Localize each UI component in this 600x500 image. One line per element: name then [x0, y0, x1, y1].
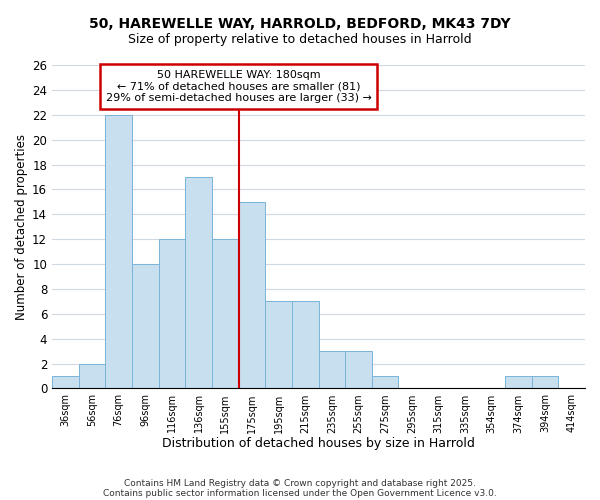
Bar [212, 239, 239, 388]
Bar [158, 239, 185, 388]
Text: 50, HAREWELLE WAY, HARROLD, BEDFORD, MK43 7DY: 50, HAREWELLE WAY, HARROLD, BEDFORD, MK4… [89, 18, 511, 32]
Bar [52, 376, 79, 388]
Bar [185, 177, 212, 388]
Bar [265, 302, 292, 388]
Text: Contains public sector information licensed under the Open Government Licence v3: Contains public sector information licen… [103, 488, 497, 498]
Bar [79, 364, 106, 388]
X-axis label: Distribution of detached houses by size in Harrold: Distribution of detached houses by size … [162, 437, 475, 450]
Bar [345, 351, 372, 389]
Bar [532, 376, 559, 388]
Bar [106, 115, 132, 388]
Bar [239, 202, 265, 388]
Bar [319, 351, 345, 389]
Text: Contains HM Land Registry data © Crown copyright and database right 2025.: Contains HM Land Registry data © Crown c… [124, 478, 476, 488]
Text: 50 HAREWELLE WAY: 180sqm
← 71% of detached houses are smaller (81)
29% of semi-d: 50 HAREWELLE WAY: 180sqm ← 71% of detach… [106, 70, 371, 103]
Bar [132, 264, 158, 388]
Bar [372, 376, 398, 388]
Bar [292, 302, 319, 388]
Text: Size of property relative to detached houses in Harrold: Size of property relative to detached ho… [128, 32, 472, 46]
Y-axis label: Number of detached properties: Number of detached properties [15, 134, 28, 320]
Bar [505, 376, 532, 388]
